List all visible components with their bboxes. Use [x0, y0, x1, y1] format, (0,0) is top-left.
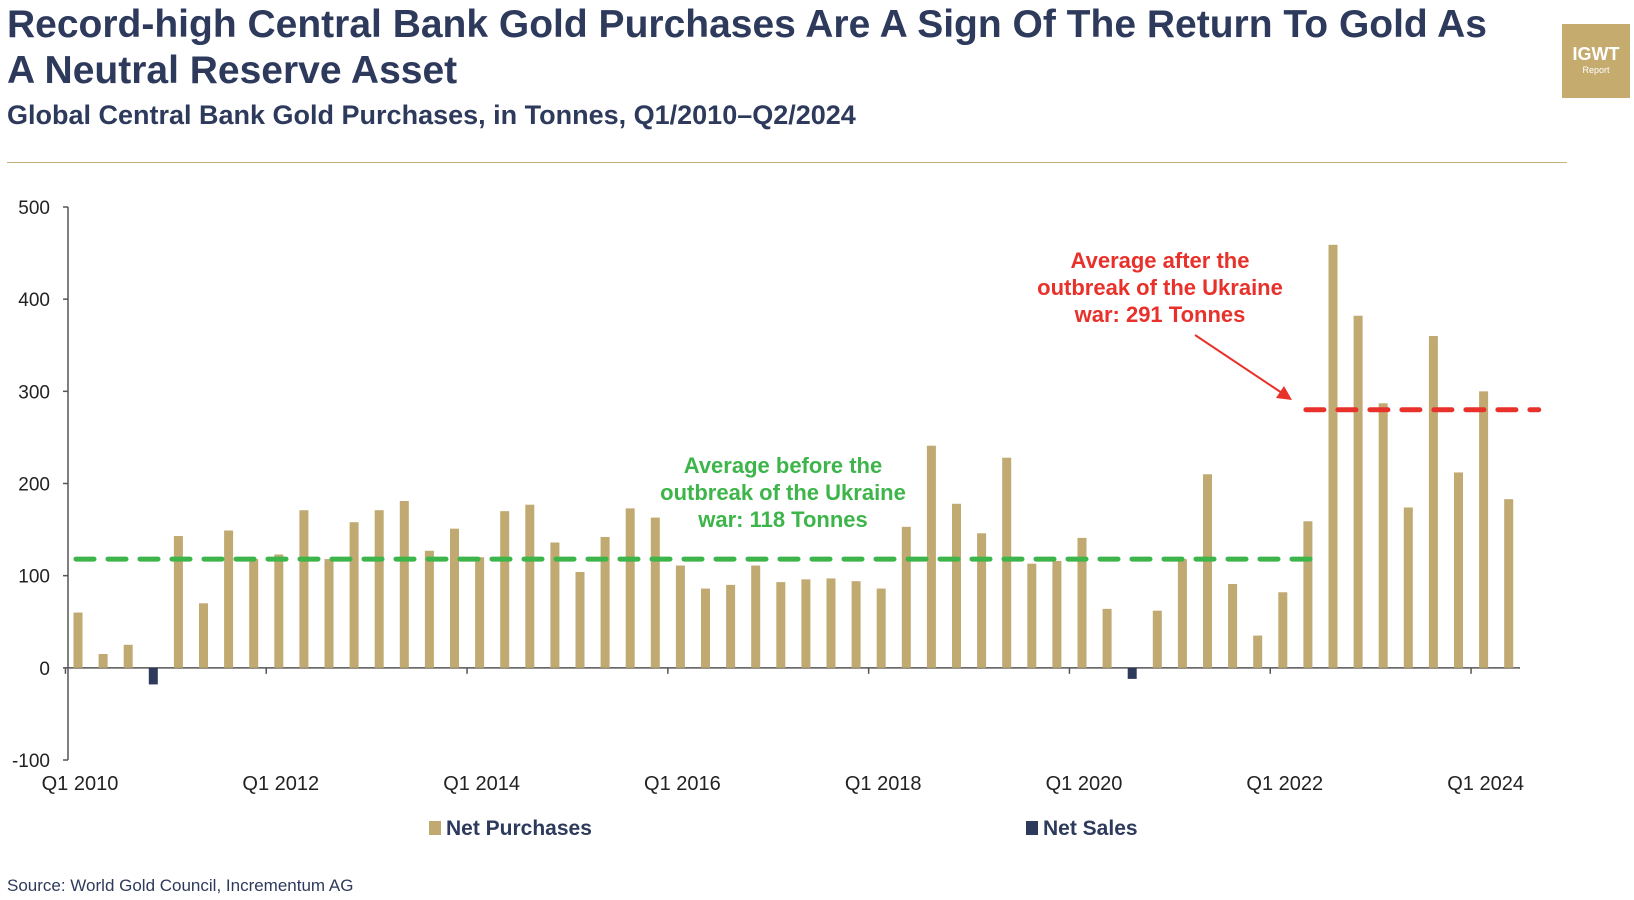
bar-net-purchases	[1353, 315, 1363, 668]
x-tick-label: Q1 2018	[845, 773, 922, 795]
bar-net-purchases	[1278, 592, 1288, 668]
y-tick-label: 0	[39, 659, 50, 680]
bar-net-purchases	[1152, 610, 1162, 668]
bar-net-purchases	[349, 522, 359, 668]
chart-title: Record-high Central Bank Gold Purchases …	[7, 3, 1488, 92]
bar-net-purchases	[650, 517, 660, 668]
legend-swatch-sales	[1026, 821, 1038, 835]
bar-net-purchases	[876, 588, 886, 668]
legend-swatch-purchases	[429, 821, 441, 835]
bar-net-purchases	[299, 510, 309, 668]
bar-net-purchases	[1328, 244, 1338, 668]
chart-subtitle: Global Central Bank Gold Purchases, in T…	[7, 100, 856, 130]
bar-net-purchases	[1479, 391, 1489, 668]
legend-label-sales: Net Sales	[1043, 817, 1138, 840]
x-tick-label: Q1 2012	[242, 773, 319, 795]
bar-net-purchases	[1378, 403, 1388, 668]
bar-net-purchases	[1228, 583, 1238, 668]
bar-net-purchases	[199, 603, 208, 668]
bar-net-purchases	[73, 612, 83, 668]
bar-net-purchases	[801, 579, 811, 668]
x-tick-label: Q1 2024	[1447, 773, 1524, 795]
igwt-logo: IGWT Report	[1562, 24, 1630, 98]
avg-before-label-line: war: 118 Tonnes	[697, 507, 868, 532]
bar-net-purchases	[1002, 457, 1012, 668]
avg-after-label-line: Average after the	[1071, 248, 1250, 273]
bar-net-purchases	[776, 582, 786, 668]
bar-net-purchases	[600, 536, 610, 668]
bar-net-purchases	[274, 554, 284, 668]
bar-net-purchases	[424, 550, 434, 668]
bar-net-purchases	[926, 445, 936, 668]
arrowhead-icon	[1276, 386, 1292, 400]
bar-net-purchases	[901, 526, 911, 668]
x-tick-label: Q1 2020	[1046, 773, 1123, 795]
avg-after-label-line: war: 291 Tonnes	[1074, 302, 1246, 327]
x-tick-label: Q1 2014	[443, 773, 520, 795]
y-tick-label: -100	[12, 751, 50, 772]
bar-net-purchases	[575, 571, 585, 668]
bar-net-purchases	[1303, 521, 1313, 668]
avg-before-label-line: Average before the	[684, 453, 882, 478]
logo-subtext: Report	[1582, 65, 1610, 75]
y-tick-label: 300	[18, 382, 50, 403]
bar-net-purchases	[1504, 499, 1514, 668]
x-tick-label: Q1 2016	[644, 773, 721, 795]
x-tick-label: Q1 2022	[1246, 773, 1323, 795]
arrow-icon	[1194, 334, 1283, 394]
bar-net-purchases	[475, 557, 485, 668]
bar-net-sales	[148, 667, 158, 685]
y-tick-label: 500	[18, 198, 50, 219]
bar-net-purchases	[1403, 507, 1413, 668]
bar-net-purchases	[550, 542, 560, 668]
bar-net-purchases	[851, 581, 861, 668]
bar-net-purchases	[324, 559, 334, 668]
y-tick-label: 200	[18, 475, 50, 496]
bar-net-purchases	[123, 644, 133, 668]
legend-label-purchases: Net Purchases	[446, 817, 592, 840]
bar-net-purchases	[701, 588, 710, 668]
bar-net-purchases	[826, 578, 836, 668]
bar-net-purchases	[224, 530, 234, 668]
x-tick-label: Q1 2010	[42, 773, 119, 795]
bar-net-purchases	[1203, 474, 1212, 668]
bar-net-purchases	[1253, 635, 1263, 668]
avg-after-label-line: outbreak of the Ukraine	[1037, 275, 1283, 300]
bar-net-purchases	[374, 510, 384, 668]
bar-net-purchases	[1454, 472, 1463, 668]
bar-net-purchases	[1102, 608, 1112, 668]
bar-net-purchases	[625, 508, 635, 668]
y-tick-label: 400	[18, 290, 50, 311]
bar-net-purchases	[249, 559, 259, 668]
bar-net-purchases	[399, 501, 409, 668]
bar-net-purchases	[525, 504, 535, 668]
avg-before-label-line: outbreak of the Ukraine	[660, 480, 906, 505]
source-note: Source: World Gold Council, Incrementum …	[7, 876, 354, 895]
bar-net-purchases	[1077, 537, 1087, 668]
bar-net-purchases	[1052, 560, 1062, 668]
bar-net-purchases	[952, 503, 961, 668]
bar-net-purchases	[1027, 563, 1037, 668]
bar-net-sales	[1127, 667, 1137, 679]
bar-net-purchases	[1428, 336, 1438, 668]
bar-net-purchases	[1177, 559, 1187, 668]
y-tick-label: 100	[18, 567, 50, 588]
bar-net-purchases	[450, 528, 459, 668]
bar-net-purchases	[977, 533, 987, 668]
bar-net-purchases	[98, 654, 108, 668]
bar-net-purchases	[173, 536, 183, 668]
bar-net-purchases	[500, 511, 510, 668]
logo-text: IGWT	[1572, 44, 1620, 64]
bar-net-purchases	[751, 565, 761, 668]
header-divider	[7, 162, 1567, 163]
bar-net-purchases	[675, 565, 685, 668]
bar-net-purchases	[726, 584, 736, 668]
